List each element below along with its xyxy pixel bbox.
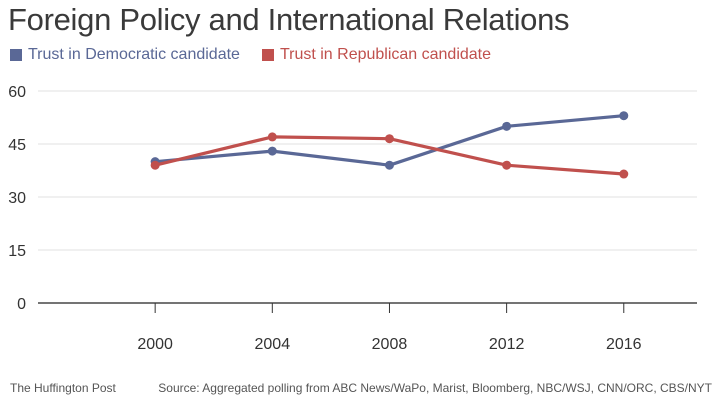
data-point-republican-2016 (619, 169, 629, 179)
x-tick-label-2000: 2000 (137, 336, 173, 353)
data-point-democratic-2016 (619, 111, 629, 121)
legend-swatch-republican (261, 49, 274, 61)
legend-label-democratic: Trust in Democratic candidate (28, 46, 240, 63)
data-point-republican-2000 (150, 160, 160, 170)
x-tick-label-2004: 2004 (255, 336, 291, 353)
y-tick-label-0: 0 (17, 296, 26, 313)
y-tick-label-15: 15 (8, 243, 26, 260)
data-point-democratic-2008 (384, 160, 394, 170)
legend-label-republican: Trust in Republican candidate (279, 46, 492, 63)
footer-source: Source: Aggregated polling from ABC News… (158, 381, 712, 395)
chart-title: Foreign Policy and International Relatio… (8, 2, 570, 37)
data-point-democratic-2012 (502, 121, 512, 131)
y-tick-label-60: 60 (8, 84, 26, 101)
x-tick-label-2008: 2008 (372, 336, 408, 353)
legend-swatch-democratic (10, 49, 22, 61)
data-point-republican-2012 (502, 160, 512, 170)
x-tick-label-2012: 2012 (489, 336, 525, 353)
data-point-republican-2004 (267, 132, 277, 142)
footer-publisher: The Huffington Post (10, 381, 116, 395)
data-point-democratic-2004 (267, 146, 277, 156)
legend-item-republican: Trust in Republican candidate (261, 46, 492, 64)
y-tick-label-45: 45 (8, 137, 26, 154)
legend-item-democratic: Trust in Democratic candidate (10, 46, 240, 64)
x-tick-label-2016: 2016 (606, 336, 642, 353)
data-point-republican-2008 (384, 134, 394, 144)
y-tick-label-30: 30 (8, 190, 26, 207)
legend: Trust in Democratic candidate Trust in R… (10, 46, 513, 64)
